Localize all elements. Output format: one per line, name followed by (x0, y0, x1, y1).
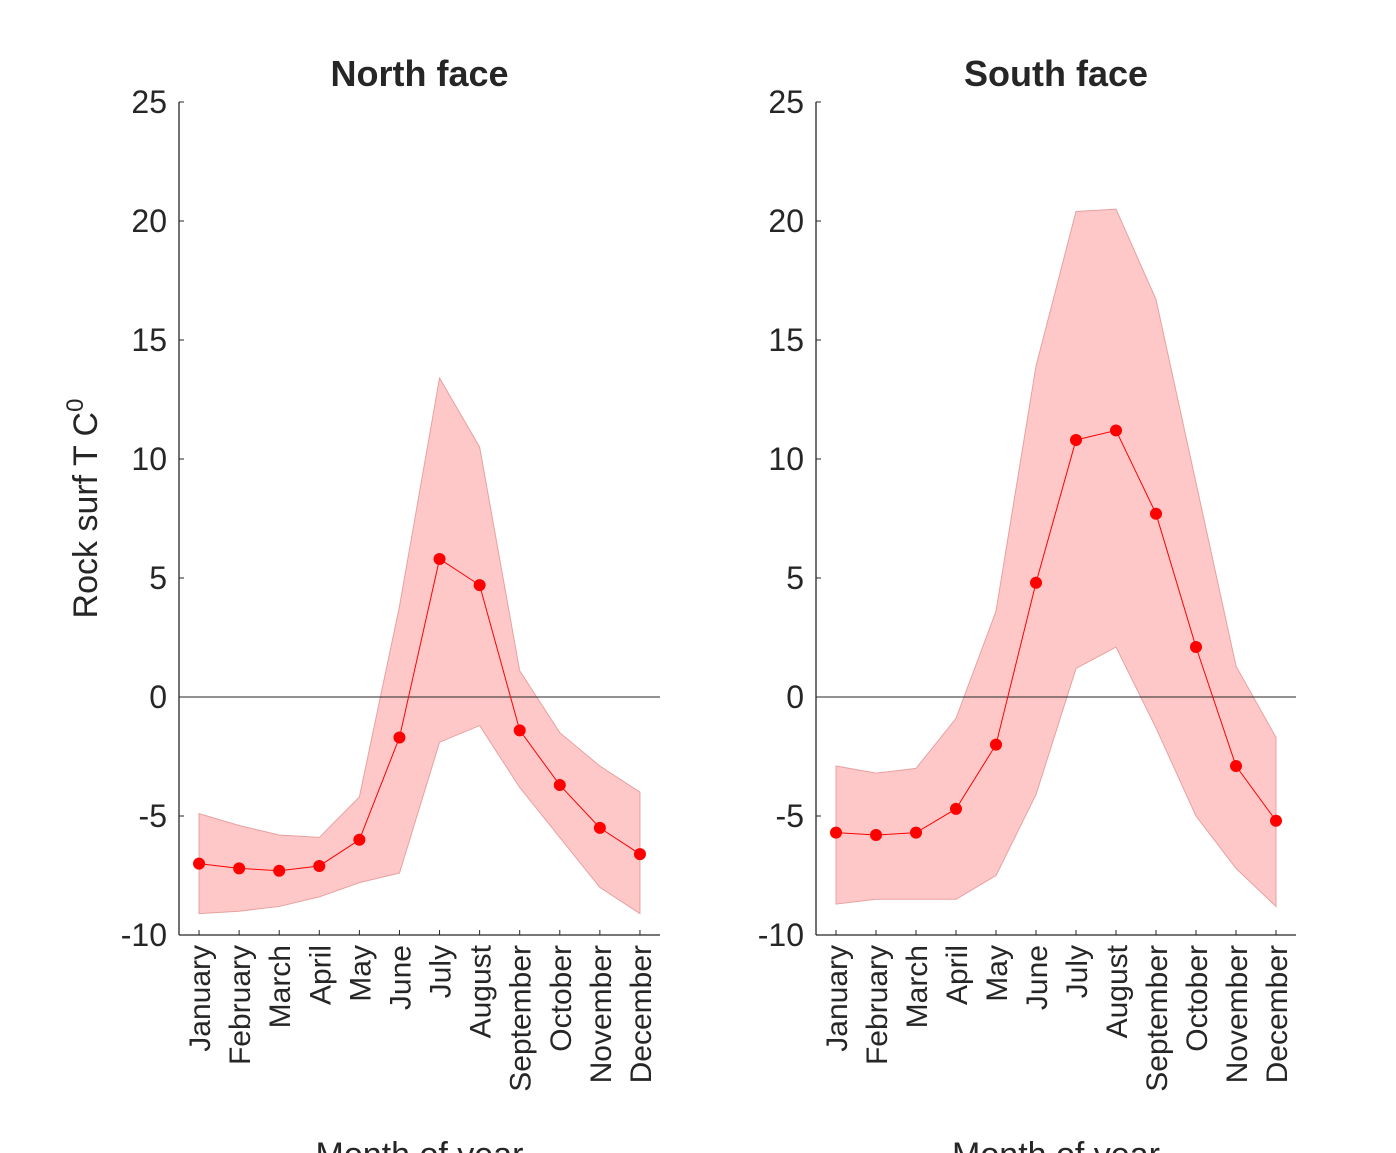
x-tick-label: February (224, 945, 257, 1065)
mean-line (198, 558, 641, 872)
chart-title: South face (964, 53, 1148, 94)
range-band (198, 376, 641, 915)
y-tick-label: 0 (786, 679, 804, 715)
y-tick-label: 25 (768, 84, 804, 120)
x-tick-label: April (941, 945, 974, 1005)
mean-marker (950, 802, 962, 815)
mean-marker (513, 724, 526, 737)
mean-marker (473, 579, 486, 592)
mean-marker (393, 731, 406, 744)
y-axis-label-sup: 0 (62, 399, 89, 412)
x-tick-label: January (184, 945, 217, 1052)
y-tick-label: 0 (149, 679, 167, 715)
y-tick-label: 10 (131, 441, 167, 477)
x-tick-label: July (425, 945, 458, 998)
x-tick-label: November (1221, 945, 1254, 1083)
x-tick-label: May (981, 945, 1014, 1002)
x-tick-label: March (901, 945, 934, 1028)
mean-marker (870, 829, 882, 842)
mean-marker (990, 738, 1002, 751)
y-tick-label: 5 (149, 560, 167, 596)
mean-marker (1150, 507, 1162, 520)
x-tick-label: November (585, 945, 618, 1083)
mean-marker (1030, 576, 1042, 589)
x-tick-label: June (384, 945, 417, 1010)
x-axis-label: Month of year (952, 1136, 1160, 1153)
x-tick-label: October (1181, 945, 1214, 1052)
x-tick-label: January (821, 945, 854, 1052)
y-tick-label: -10 (758, 917, 804, 953)
mean-marker (633, 848, 646, 861)
mean-marker (273, 864, 286, 877)
mean-marker (1270, 814, 1282, 827)
chart-title: North face (330, 53, 508, 94)
x-tick-label: December (625, 945, 658, 1083)
mean-marker (233, 862, 246, 875)
x-tick-label: June (1021, 945, 1054, 1010)
y-tick-label: 5 (786, 560, 804, 596)
mean-marker (1110, 424, 1122, 437)
mean-marker (910, 826, 922, 839)
x-axis-label: Month of year (316, 1136, 524, 1153)
y-tick-label: -10 (121, 917, 167, 953)
x-tick-label: October (545, 945, 578, 1052)
y-tick-label: 25 (131, 84, 167, 120)
y-tick-label: -5 (776, 798, 804, 834)
x-tick-label: September (1141, 945, 1174, 1092)
mean-marker (353, 833, 366, 846)
range-band (835, 208, 1277, 908)
mean-marker (313, 859, 326, 872)
x-tick-label: August (465, 944, 498, 1038)
mean-marker (830, 826, 842, 839)
y-axis-label-main: Rock surf T C (67, 412, 105, 619)
y-tick-label: -5 (139, 798, 167, 834)
mean-marker (553, 779, 566, 792)
x-tick-label: December (1261, 945, 1294, 1083)
mean-marker (1070, 433, 1082, 446)
y-tick-label: 20 (768, 203, 804, 239)
y-tick-label: 15 (768, 322, 804, 358)
mean-marker (1230, 760, 1242, 773)
x-tick-label: July (1061, 945, 1094, 998)
x-tick-label: April (304, 945, 337, 1005)
x-tick-label: February (861, 945, 894, 1065)
mean-marker (1190, 641, 1202, 654)
x-tick-label: May (344, 945, 377, 1002)
y-axis-label: Rock surf T C0 (62, 399, 105, 619)
x-tick-label: March (264, 945, 297, 1028)
x-tick-label: August (1101, 944, 1134, 1038)
x-tick-label: September (505, 945, 538, 1092)
mean-marker (193, 857, 206, 870)
y-tick-label: 20 (131, 203, 167, 239)
y-tick-label: 15 (131, 322, 167, 358)
y-tick-label: 10 (768, 441, 804, 477)
mean-line (835, 429, 1277, 836)
mean-marker (593, 821, 606, 834)
mean-marker (433, 552, 446, 565)
